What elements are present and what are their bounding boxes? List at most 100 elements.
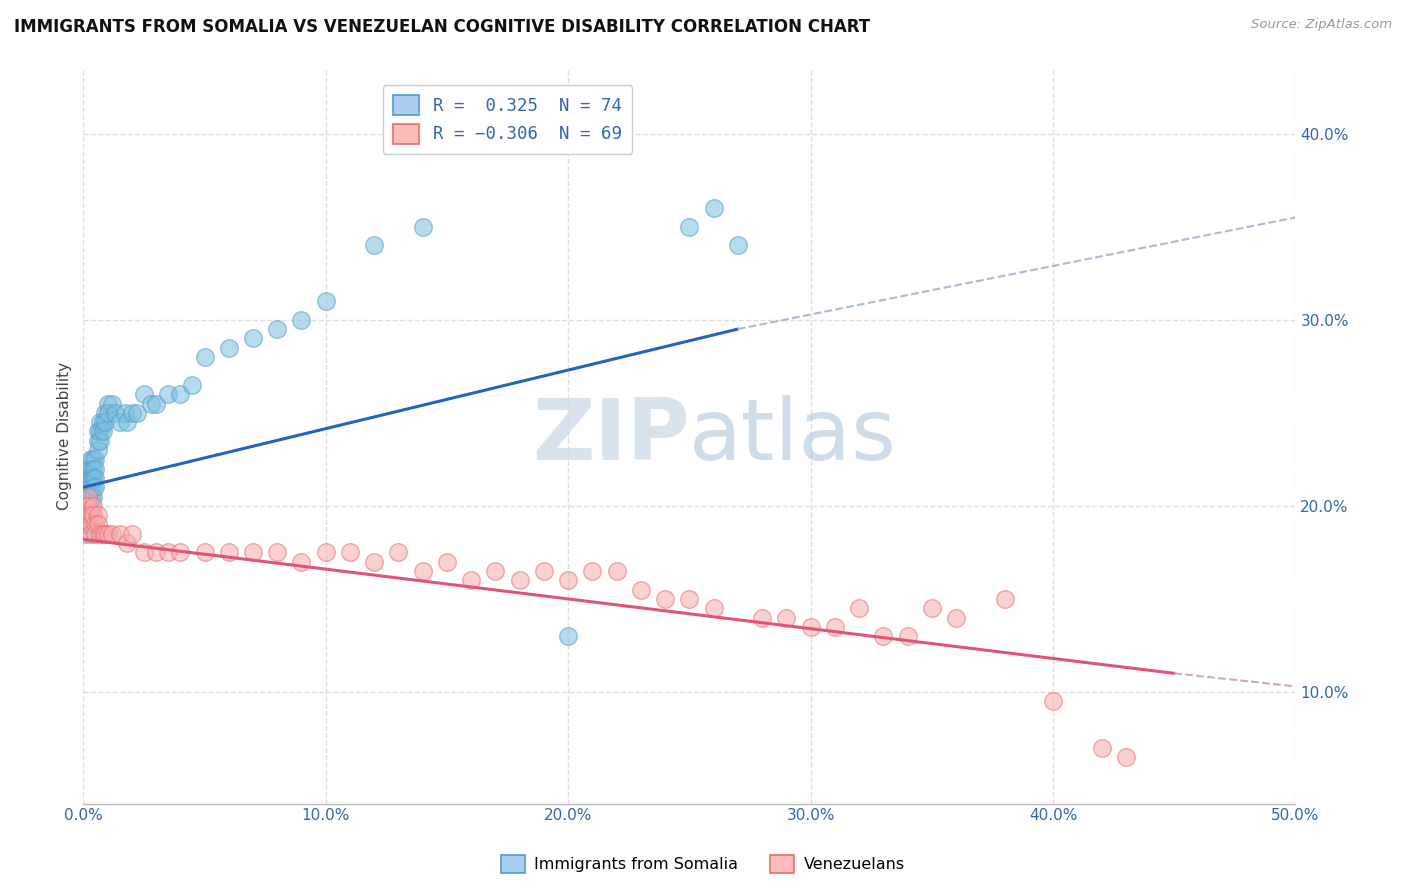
Point (79, 490, 101, 504)
Point (121, 406, 143, 420)
Point (84, 471, 107, 485)
Point (115, 536, 138, 550)
Point (145, 396, 167, 410)
Point (290, 312, 312, 326)
Point (1042, 694, 1064, 708)
Point (1115, 750, 1137, 764)
Point (96, 406, 118, 420)
Legend: Immigrants from Somalia, Venezuelans: Immigrants from Somalia, Venezuelans (495, 848, 911, 880)
Point (82, 490, 104, 504)
Point (436, 555, 458, 569)
Point (141, 396, 163, 410)
Point (82, 471, 104, 485)
Point (96, 526, 118, 541)
Point (654, 591, 676, 606)
Point (678, 219, 700, 234)
Point (132, 545, 155, 559)
Point (89, 415, 111, 429)
Point (363, 555, 385, 569)
Point (703, 601, 725, 615)
Point (533, 564, 555, 578)
Point (75, 526, 97, 541)
Point (775, 610, 797, 624)
Point (96, 396, 118, 410)
Point (75, 471, 97, 485)
Point (87, 508, 110, 523)
Point (581, 564, 603, 578)
Point (89, 526, 111, 541)
Point (242, 545, 264, 559)
Point (114, 406, 136, 420)
Point (125, 406, 148, 420)
Point (94, 406, 117, 420)
Text: ZIP: ZIP (531, 394, 689, 477)
Point (79, 517, 101, 532)
Point (132, 387, 155, 401)
Point (108, 526, 131, 541)
Point (79, 471, 101, 485)
Point (82, 461, 104, 475)
Point (77, 490, 100, 504)
Point (75, 499, 97, 513)
Point (82, 508, 104, 523)
Point (1163, 815, 1185, 830)
Point (82, 452, 104, 467)
Point (630, 582, 652, 597)
Point (387, 545, 409, 559)
Point (77, 490, 100, 504)
Point (412, 564, 434, 578)
Point (89, 425, 111, 439)
Point (91, 526, 114, 541)
Point (824, 620, 846, 634)
Point (266, 545, 288, 559)
Point (1090, 740, 1112, 755)
Point (94, 415, 117, 429)
Point (87, 443, 110, 458)
Point (84, 452, 107, 467)
Point (363, 238, 385, 252)
Text: atlas: atlas (689, 394, 897, 477)
Point (84, 517, 107, 532)
Point (101, 396, 124, 410)
Point (84, 526, 107, 541)
Point (75, 508, 97, 523)
Point (115, 415, 138, 429)
Point (181, 377, 204, 392)
Point (315, 545, 337, 559)
Point (945, 610, 967, 624)
Point (557, 629, 579, 643)
Point (169, 387, 191, 401)
Point (77, 517, 100, 532)
Point (218, 545, 240, 559)
Point (193, 545, 215, 559)
Point (993, 591, 1015, 606)
Point (75, 490, 97, 504)
Point (509, 574, 531, 588)
Point (121, 526, 143, 541)
Point (77, 461, 100, 475)
Y-axis label: Cognitive Disability: Cognitive Disability (58, 362, 72, 510)
Point (89, 434, 111, 448)
Point (77, 508, 100, 523)
Point (412, 219, 434, 234)
Point (75, 471, 97, 485)
Point (75, 508, 97, 523)
Point (872, 629, 894, 643)
Point (678, 591, 700, 606)
Point (77, 499, 100, 513)
Point (896, 629, 918, 643)
Text: Source: ZipAtlas.com: Source: ZipAtlas.com (1251, 18, 1392, 31)
Point (104, 406, 127, 420)
Point (101, 526, 124, 541)
Point (91, 415, 114, 429)
Point (751, 610, 773, 624)
Point (82, 480, 104, 494)
Point (218, 341, 240, 355)
Point (339, 545, 361, 559)
Point (75, 480, 97, 494)
Point (82, 499, 104, 513)
Point (145, 545, 167, 559)
Point (193, 350, 215, 364)
Point (87, 425, 110, 439)
Legend: R =  0.325  N = 74, R = −0.306  N = 69: R = 0.325 N = 74, R = −0.306 N = 69 (382, 85, 633, 154)
